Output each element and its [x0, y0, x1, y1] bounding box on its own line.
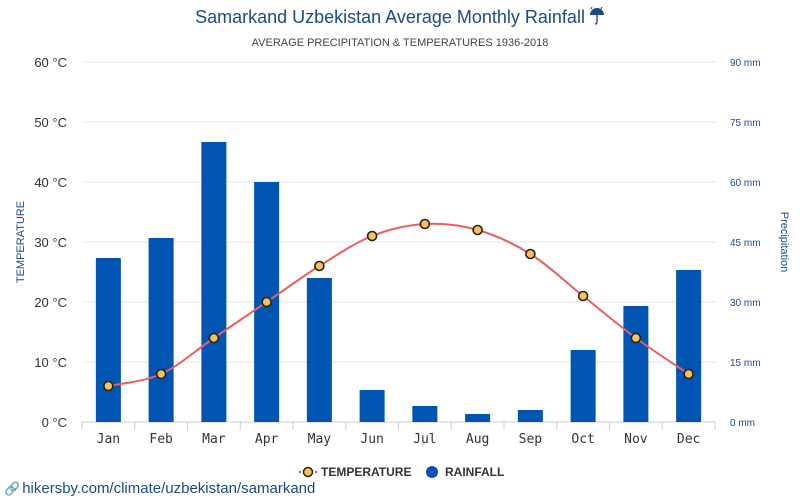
temperature-point: [103, 380, 114, 392]
temperature-point: [577, 290, 589, 302]
x-tick-label: Aug: [466, 432, 489, 447]
legend: TEMPERATURE RAINFALL: [299, 465, 504, 479]
x-tick-label: Jun: [360, 432, 383, 447]
temperature-point: [314, 260, 325, 272]
y-tick-label-right: 60 mm: [730, 178, 761, 189]
link-icon: 🔗: [4, 480, 21, 496]
source-link-text: hikersby.com/climate/uzbekistan/samarkan…: [22, 480, 316, 497]
x-tick-label: Sep: [519, 432, 543, 447]
temperature-point: [208, 332, 220, 344]
temperature-point: [630, 332, 642, 344]
rainfall-bar: [95, 258, 121, 422]
x-tick-label: Apr: [255, 432, 279, 447]
y-tick-label-right: 0 mm: [730, 418, 755, 429]
rainfall-bar: [623, 306, 649, 422]
y-tick-label-right: 75 mm: [730, 118, 761, 129]
x-tick-label: Nov: [624, 432, 648, 447]
x-tick-label: Feb: [149, 432, 173, 447]
legend-label-rainfall: RAINFALL: [445, 465, 504, 479]
temperature-line: [108, 222, 690, 387]
legend-item-temperature[interactable]: TEMPERATURE: [299, 465, 411, 479]
y-axis-right-label: Precipitation: [778, 212, 790, 273]
chart-subtitle: AVERAGE PRECIPITATION & TEMPERATURES 193…: [252, 37, 549, 49]
y-axis-left-label: TEMPERATURE: [15, 201, 27, 283]
x-tick-label: May: [308, 432, 332, 447]
source-link[interactable]: 🔗 hikersby.com/climate/uzbekistan/samark…: [4, 480, 315, 497]
temperature-point: [419, 218, 431, 230]
y-tick-label-right: 90 mm: [730, 58, 761, 69]
temperature-point: [366, 230, 378, 242]
temperature-point: [155, 368, 167, 380]
chart-title: Samarkand Uzbekistan Average Monthly Rai…: [195, 7, 585, 27]
rainfall-bar: [148, 238, 174, 422]
rainfall-bar: [412, 406, 438, 422]
y-tick-label-left: 60 °C: [34, 55, 67, 70]
temperature-point: [261, 296, 272, 308]
rainfall-bar: [306, 278, 332, 422]
rainfall-bar: [201, 142, 227, 422]
legend-label-temperature: TEMPERATURE: [321, 465, 411, 479]
y-tick-label-left: 40 °C: [34, 175, 67, 190]
y-tick-label-right: 15 mm: [730, 358, 761, 369]
y-tick-label-right: 45 mm: [730, 238, 761, 249]
y-tick-label-left: 0 °C: [42, 415, 67, 430]
x-tick-label: Dec: [677, 432, 700, 447]
temperature-point: [525, 248, 536, 260]
x-tick-label: Jan: [97, 432, 120, 447]
x-tick-label: Oct: [571, 432, 594, 447]
rainfall-bar: [676, 270, 702, 422]
rainfall-bar: [517, 410, 543, 422]
y-tick-label-left: 30 °C: [34, 235, 67, 250]
legend-item-rainfall[interactable]: RAINFALL: [426, 465, 504, 479]
rainfall-bar: [465, 414, 491, 422]
rainfall-bar: [570, 350, 596, 422]
temperature-point: [472, 224, 483, 236]
umbrella-rain-icon: [590, 6, 604, 25]
rainfall-bar: [359, 390, 385, 422]
x-tick-label: Jul: [413, 432, 436, 447]
temperature-point: [683, 368, 694, 380]
y-tick-label-left: 20 °C: [34, 295, 67, 310]
y-tick-label-left: 50 °C: [34, 115, 67, 130]
y-tick-label-right: 30 mm: [730, 298, 761, 309]
x-tick-label: Mar: [202, 432, 226, 447]
y-tick-label-left: 10 °C: [34, 355, 67, 370]
